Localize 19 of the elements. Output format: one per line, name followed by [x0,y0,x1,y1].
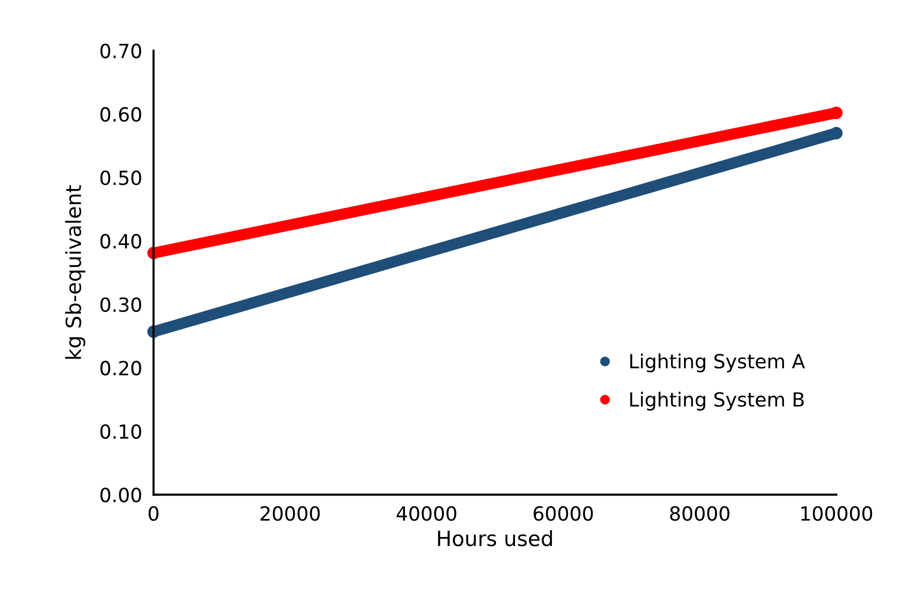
y-tick-label: 0.30 [100,297,142,312]
y-tick-label: 0.20 [100,360,142,376]
legend-label: Lighting System B [630,392,804,411]
x-tick-label: 20000 [260,506,320,521]
x-tick-label: 60000 [534,506,593,521]
legend-label: Lighting System A [630,353,805,372]
point [830,126,843,140]
y-tick-label: 0.40 [100,234,142,249]
y-tick-label: 0.00 [100,488,142,502]
x-tick-label: 0 [148,506,158,521]
x-axis-title: Hours used [438,530,552,546]
x-tick-label: 80000 [670,506,730,521]
y-tick-label: 0.10 [100,424,142,439]
x-tick-label: 100000 [801,506,872,521]
y-tick-label: 0.50 [100,170,142,186]
y-tick-label: 0.60 [100,107,142,122]
y-tick-label: 0.70 [100,44,142,58]
y-axis-title: kg Sb-equivalent [65,185,86,359]
x-tick-label: 40000 [396,506,456,521]
